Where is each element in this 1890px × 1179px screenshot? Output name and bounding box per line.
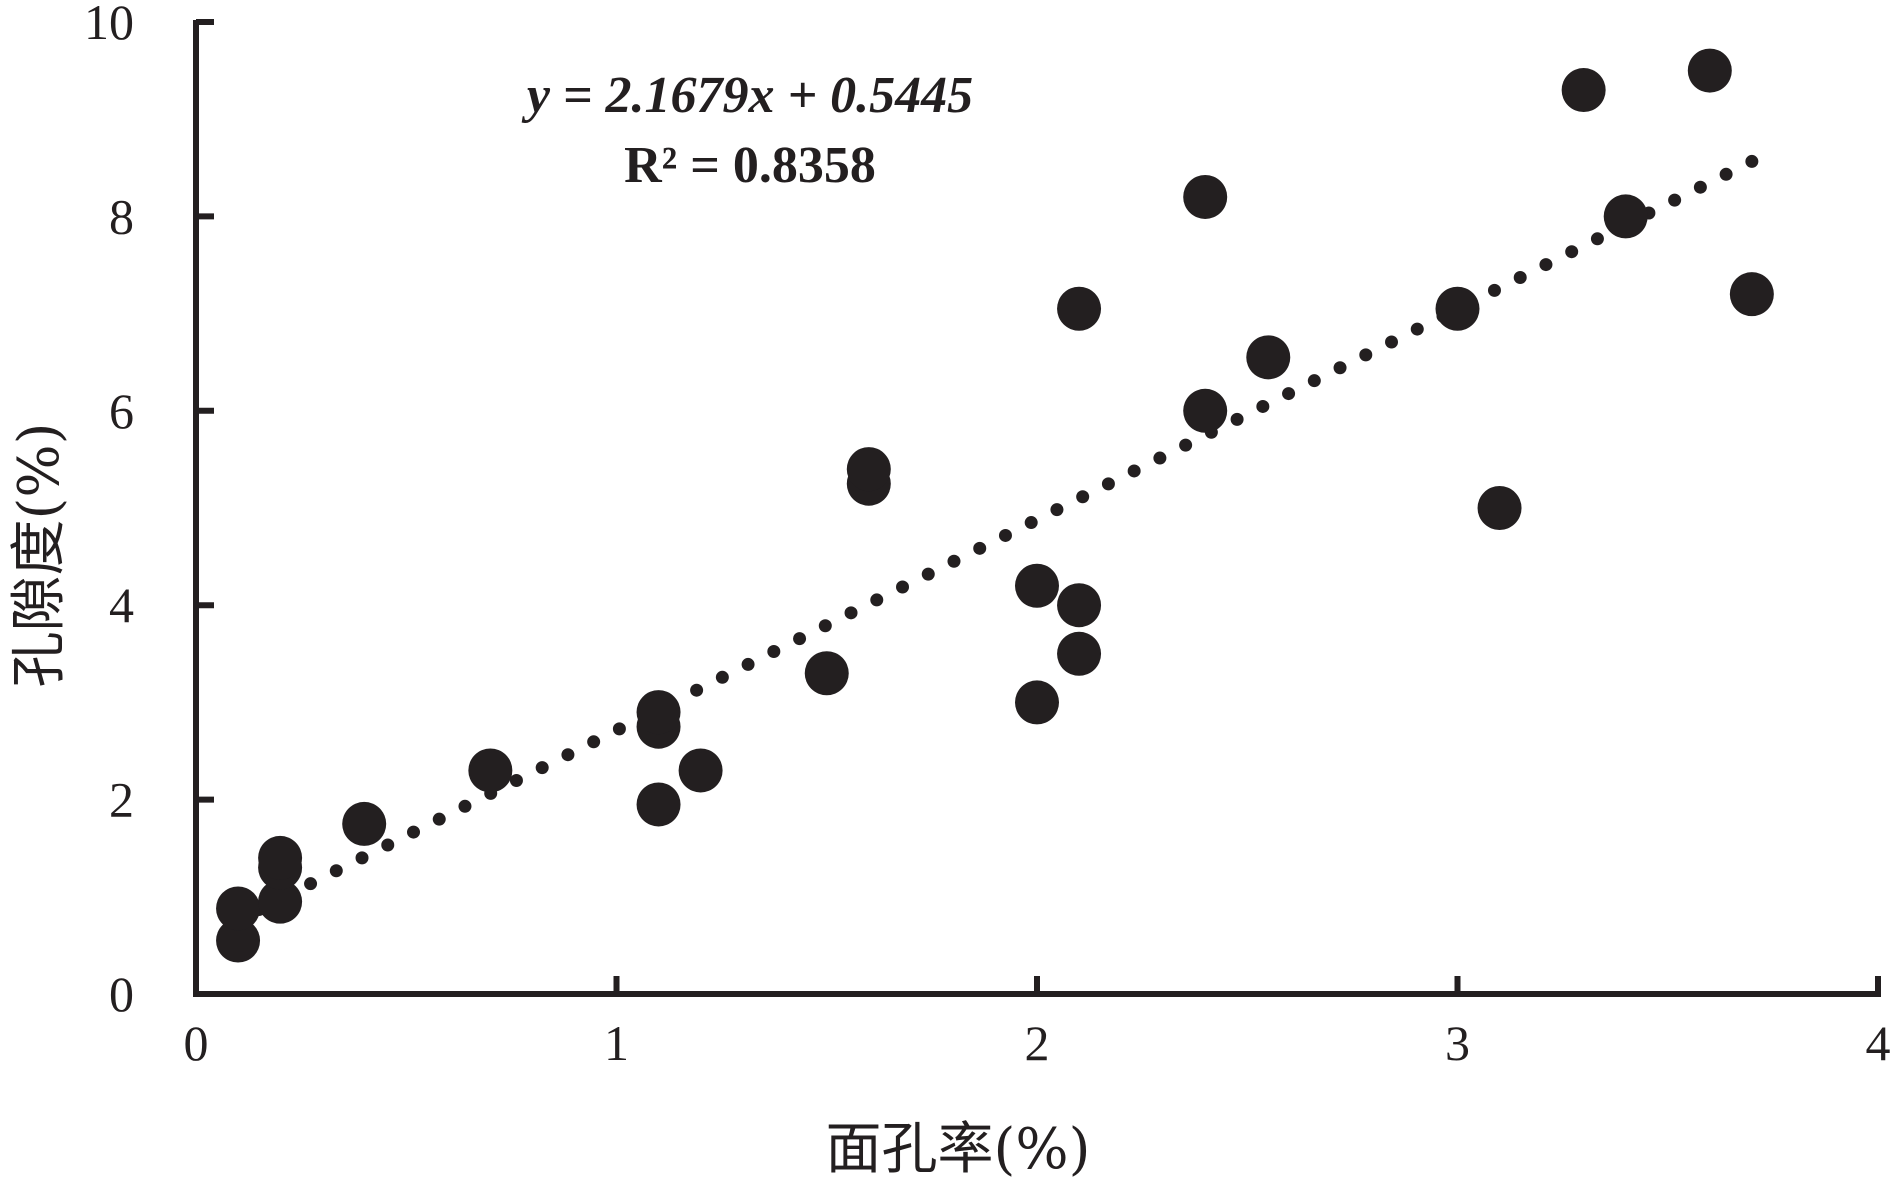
data-point	[216, 886, 261, 931]
points-group	[216, 48, 1774, 963]
trendline-dot	[1719, 167, 1733, 181]
data-point	[1015, 680, 1059, 725]
data-point	[1477, 486, 1522, 530]
trendline-dot	[998, 528, 1012, 542]
trendline-dot	[1487, 283, 1501, 297]
y-tick-label: 2	[109, 772, 134, 828]
data-point	[1183, 388, 1228, 433]
y-tick-label: 0	[109, 966, 134, 1022]
trendline-dot	[612, 722, 626, 736]
trendline-dot	[1024, 516, 1038, 530]
data-point	[1729, 272, 1774, 317]
trendline-dot	[407, 825, 420, 839]
trendline-group	[252, 154, 1759, 916]
trendline-dot	[1513, 270, 1527, 284]
y-tick-label: 8	[109, 188, 134, 244]
y-axis-title: 孔隙度(%)	[7, 423, 72, 688]
data-point	[636, 690, 681, 735]
data-point	[636, 782, 681, 827]
trendline-dot	[304, 877, 318, 891]
data-point	[1561, 68, 1606, 113]
trendline-dot	[793, 632, 807, 646]
trendline-dot	[1745, 154, 1759, 168]
trendline-dot	[741, 657, 755, 671]
trendline-dot	[561, 748, 575, 762]
trendline-dot	[1050, 503, 1064, 517]
y-tick-label: 10	[84, 0, 134, 50]
trendline-dot	[1385, 335, 1399, 349]
data-point	[1687, 48, 1732, 93]
trendline-dot	[1179, 438, 1193, 452]
data-point	[678, 748, 723, 793]
trendline-dot	[1256, 399, 1270, 413]
x-axis-title: 面孔率(%)	[826, 1117, 1091, 1179]
trendline-dot	[1668, 193, 1682, 207]
axes-group	[193, 19, 1881, 997]
data-point	[1015, 563, 1059, 608]
trendline-dot	[1359, 348, 1373, 362]
trendline-dot	[1153, 451, 1167, 465]
trendline-dot	[1693, 180, 1707, 194]
trendline-dot	[767, 645, 781, 659]
trendline-dot	[715, 670, 729, 684]
trendline-dot	[432, 812, 446, 826]
x-tick-labels: 0 1 2 3 4	[184, 1015, 1890, 1071]
data-point	[1183, 174, 1228, 219]
trendline-dot	[355, 851, 369, 865]
data-point	[804, 651, 849, 696]
trendline-dot	[818, 619, 832, 633]
trendline-dot	[973, 541, 987, 555]
trendline-dot	[458, 799, 472, 813]
trendline-dot	[947, 554, 961, 568]
data-point	[1057, 286, 1102, 331]
data-point	[1603, 194, 1648, 239]
x-tick-label: 0	[184, 1015, 209, 1071]
trendline-dot	[896, 580, 910, 594]
trendline-dot	[1230, 412, 1244, 426]
equation-label: y = 2.1679x + 0.5445	[521, 67, 973, 124]
trendline-dot	[1590, 232, 1604, 246]
trendline-dot	[1539, 258, 1553, 272]
data-point	[846, 447, 891, 492]
data-point	[468, 748, 513, 793]
trendline-dot	[1565, 245, 1579, 259]
data-point	[1057, 631, 1102, 676]
data-point	[258, 835, 303, 880]
trendline-dot	[381, 838, 395, 852]
data-point	[1057, 583, 1102, 628]
x-tick-label: 2	[1025, 1015, 1050, 1071]
trendline-dot	[844, 606, 858, 620]
trendline-dot	[1410, 322, 1424, 336]
trendline-dot	[1101, 477, 1115, 491]
x-tick-label: 3	[1445, 1015, 1470, 1071]
trendline-dot	[1282, 387, 1296, 401]
data-point	[216, 918, 261, 963]
trendline-dot	[1307, 374, 1321, 388]
trendline-dot	[1127, 464, 1141, 478]
trendline-dot	[535, 761, 549, 775]
trendline-dot	[587, 735, 601, 749]
trendline-dot	[1333, 361, 1347, 375]
trendline-dot	[509, 773, 523, 787]
r-squared-label: R² = 0.8358	[624, 137, 876, 194]
x-tick-label: 4	[1866, 1015, 1890, 1071]
data-point	[1246, 335, 1291, 380]
trendline-dot	[329, 864, 343, 878]
y-tick-labels: 0 2 4 6 8 10	[84, 0, 134, 1022]
trendline-dot	[690, 683, 704, 697]
data-point	[342, 801, 387, 846]
data-point	[1435, 286, 1480, 331]
y-tick-label: 6	[109, 383, 134, 439]
data-point	[258, 879, 303, 924]
trendline-dot	[1076, 490, 1090, 504]
y-tick-label: 4	[109, 577, 134, 633]
trendline-dot	[921, 567, 935, 581]
trendline-dot	[870, 593, 884, 607]
x-tick-label: 1	[604, 1015, 629, 1071]
